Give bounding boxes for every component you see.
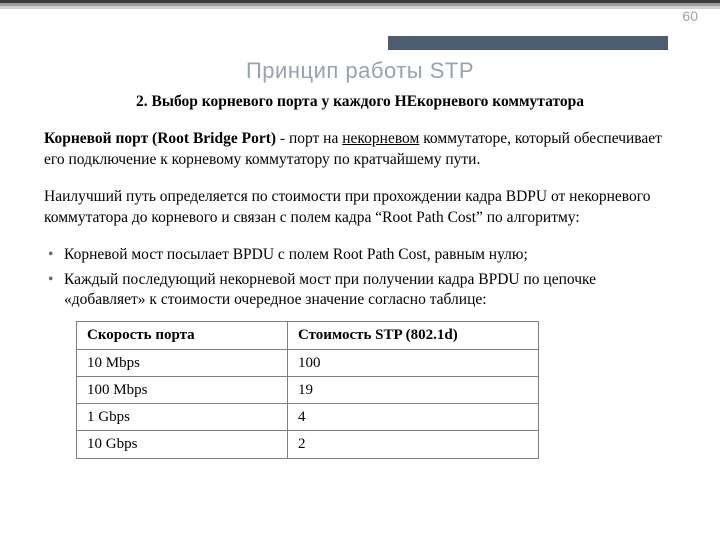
list-item: Корневой мост посылает BPDU с полем Root… xyxy=(44,245,676,266)
page-number: 60 xyxy=(682,8,698,24)
slide-title: Принцип работы STP xyxy=(0,58,720,84)
def-underlined: некорневом xyxy=(342,130,419,147)
accent-bar xyxy=(388,36,668,50)
list-item-text: Корневой мост посылает BPDU с полем Root… xyxy=(64,246,528,263)
subtitle: 2. Выбор корневого порта у каждого НЕкор… xyxy=(44,92,676,113)
table-cell: 4 xyxy=(288,404,539,431)
table-row: 10 Mbps 100 xyxy=(77,349,539,376)
table-row: 100 Mbps 19 xyxy=(77,376,539,403)
table-cell: 100 xyxy=(288,349,539,376)
table-header-row: Скорость порта Стоимость STP (802.1d) xyxy=(77,322,539,349)
table-cell: 10 Mbps xyxy=(77,349,288,376)
table-cell: 10 Gbps xyxy=(77,431,288,458)
stripe-3 xyxy=(0,6,720,9)
table-row: 10 Gbps 2 xyxy=(77,431,539,458)
top-stripes xyxy=(0,0,720,9)
list-item: Каждый последующий некорневой мост при п… xyxy=(44,270,676,312)
bullet-list: Корневой мост посылает BPDU с полем Root… xyxy=(44,245,676,312)
table-cell: 19 xyxy=(288,376,539,403)
table-cell: 2 xyxy=(288,431,539,458)
table-cell: 1 Gbps xyxy=(77,404,288,431)
table-cell: 100 Mbps xyxy=(77,376,288,403)
table-header: Стоимость STP (802.1d) xyxy=(288,322,539,349)
def-pre: порт на xyxy=(289,130,342,147)
table-header: Скорость порта xyxy=(77,322,288,349)
table-row: 1 Gbps 4 xyxy=(77,404,539,431)
definition-paragraph: Корневой порт (Root Bridge Port) - порт … xyxy=(44,129,676,171)
def-dash: - xyxy=(276,130,289,147)
term: Корневой порт (Root Bridge Port) xyxy=(44,130,276,147)
slide: 60 Принцип работы STP 2. Выбор корневого… xyxy=(0,0,720,540)
content-area: 2. Выбор корневого порта у каждого НЕкор… xyxy=(44,92,676,459)
list-item-text: Каждый последующий некорневой мост при п… xyxy=(64,271,596,309)
cost-table: Скорость порта Стоимость STP (802.1d) 10… xyxy=(76,321,539,458)
algorithm-paragraph: Наилучший путь определяется по стоимости… xyxy=(44,187,676,229)
